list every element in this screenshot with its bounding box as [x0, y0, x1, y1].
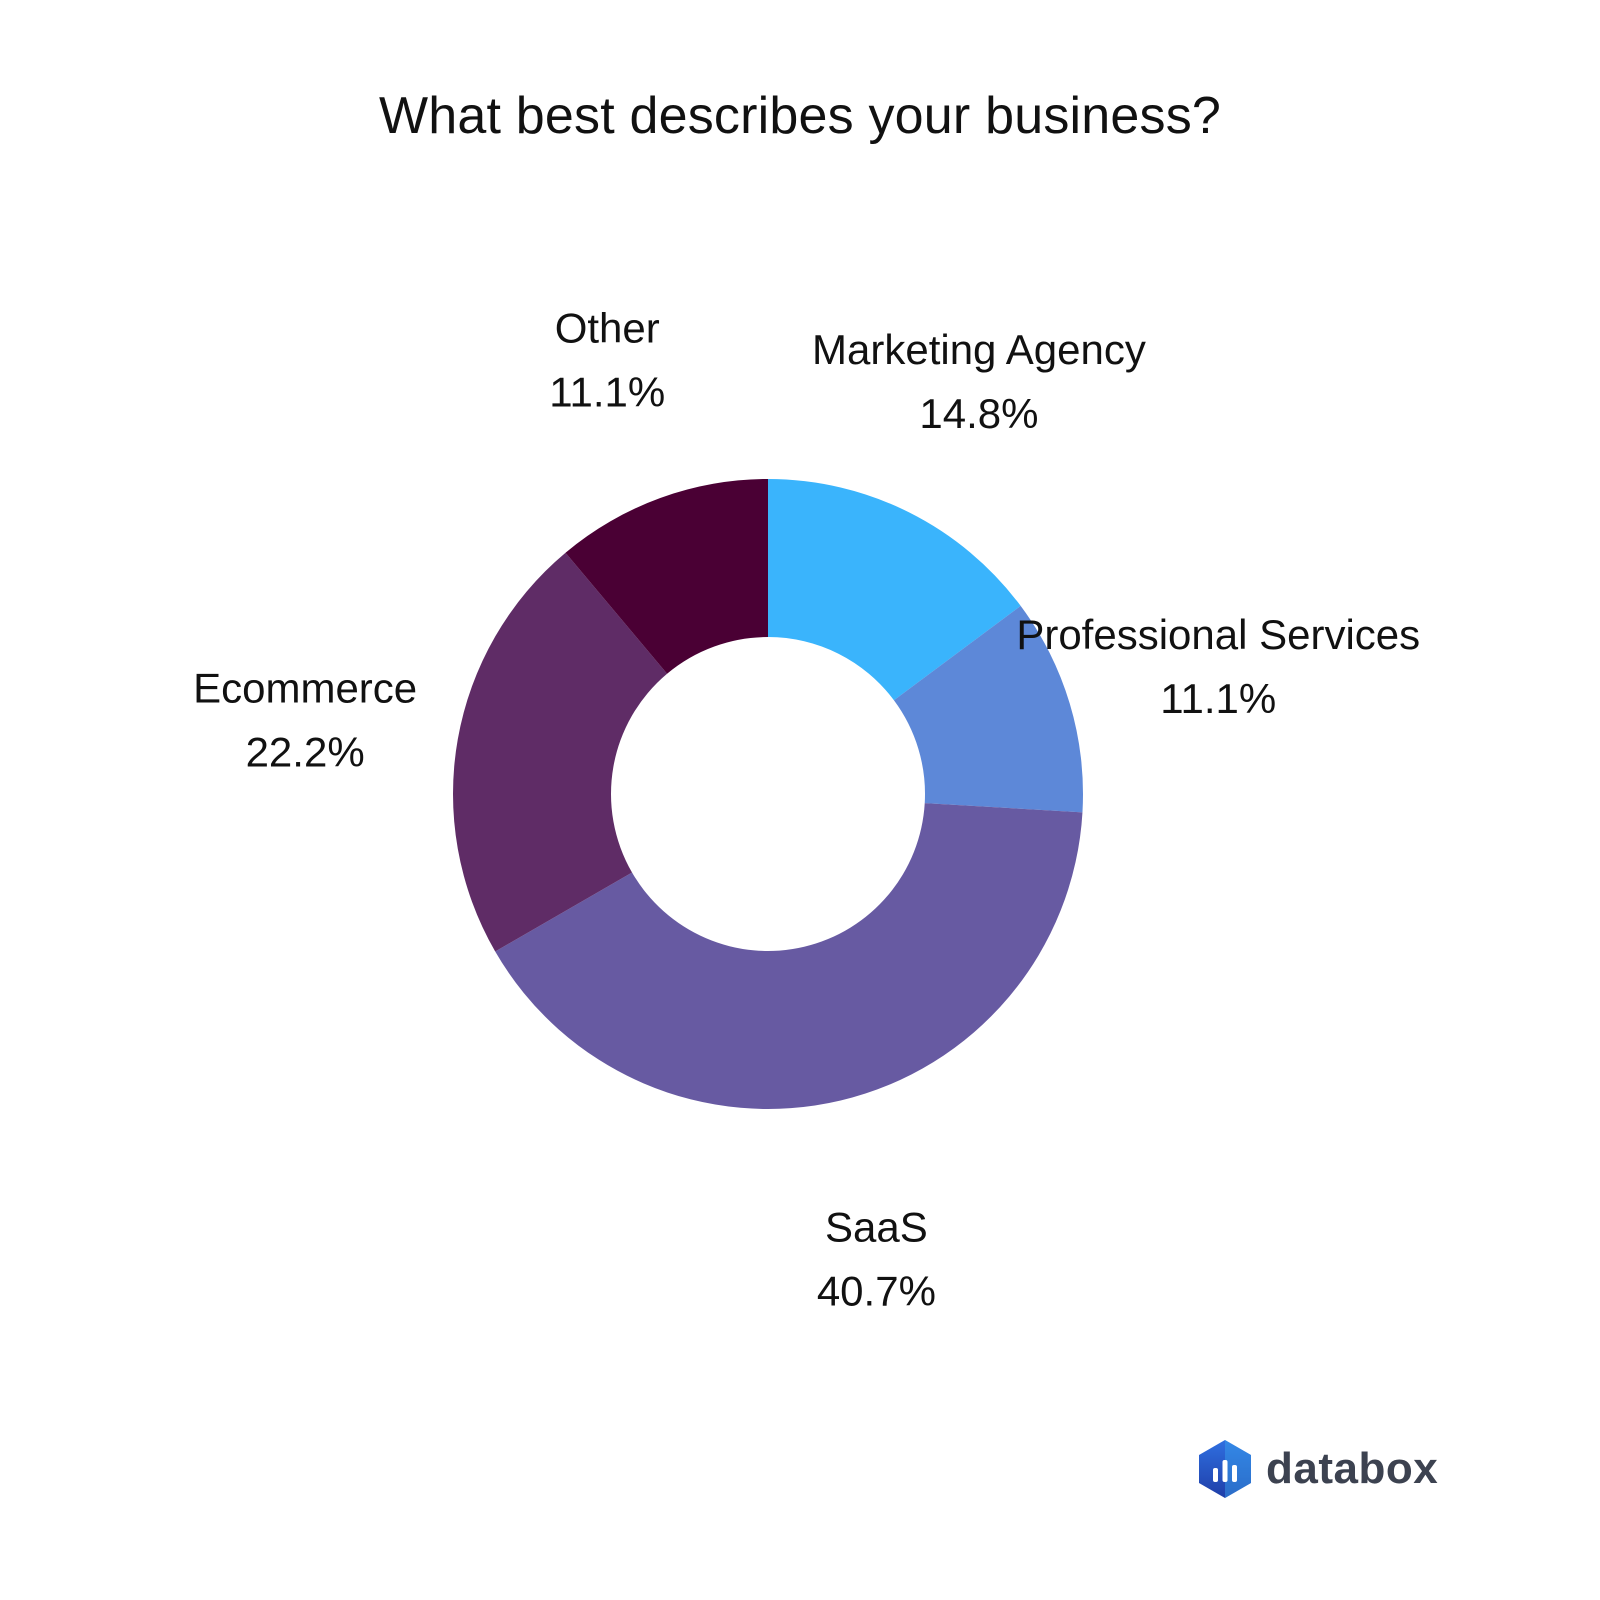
slice-label-group-other: Other 11.1%: [549, 304, 665, 415]
donut-slices: [452, 479, 1083, 1109]
slice-other: [565, 479, 768, 674]
slice-label-ecommerce: Ecommerce: [193, 664, 417, 711]
slice-label-group-professional-services: Professional Services 11.1%: [1016, 611, 1420, 722]
slice-value-professional-services: 11.1%: [1160, 675, 1276, 722]
slice-label-group-ecommerce: Ecommerce 22.2%: [193, 664, 417, 775]
slice-label-other: Other: [555, 304, 660, 351]
slice-label-group-marketing-agency: Marketing Agency 14.8%: [812, 326, 1146, 437]
slice-value-marketing-agency: 14.8%: [919, 390, 1038, 437]
slice-labels: Marketing Agency 14.8% Professional Servic…: [193, 304, 1420, 1314]
slice-ecommerce: [452, 552, 668, 952]
slice-marketing-agency: [768, 479, 1021, 701]
slice-value-saas: 40.7%: [817, 1267, 936, 1314]
brand-logo: databox: [1196, 1438, 1438, 1500]
slice-value-ecommerce: 22.2%: [246, 728, 365, 775]
slice-label-marketing-agency: Marketing Agency: [812, 326, 1146, 373]
chart-title: What best describes your business?: [378, 87, 1222, 145]
slice-value-other: 11.1%: [549, 368, 665, 415]
slice-professional-services: [893, 605, 1083, 813]
slice-label-group-saas: SaaS 40.7%: [817, 1203, 936, 1314]
slice-label-saas: SaaS: [825, 1203, 928, 1250]
brand-name: databox: [1266, 1444, 1439, 1493]
slice-label-professional-services: Professional Services: [1016, 611, 1420, 658]
slice-saas: [495, 803, 1083, 1109]
databox-hexagon-bars-icon: [1199, 1440, 1251, 1498]
